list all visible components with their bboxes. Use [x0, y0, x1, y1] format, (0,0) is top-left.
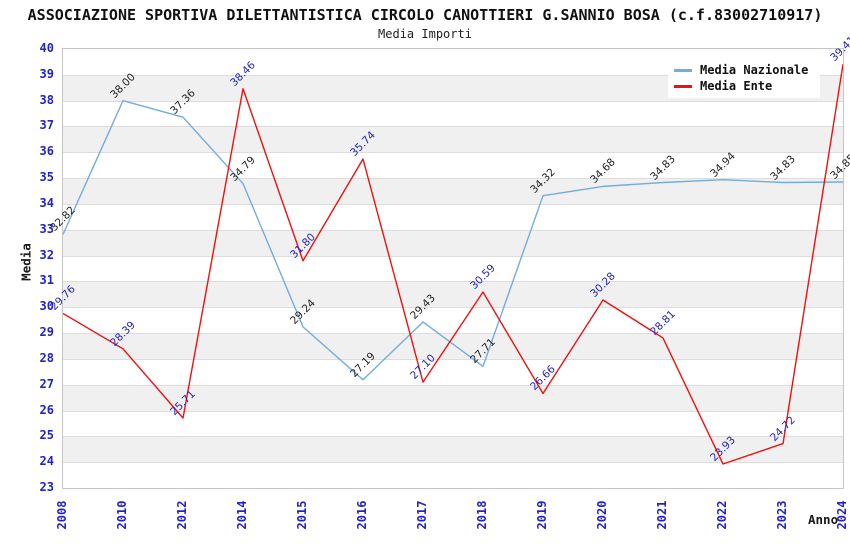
x-tick-label: 2021 — [655, 500, 669, 530]
y-tick-label: 30 — [39, 299, 54, 314]
gridline — [63, 152, 843, 154]
legend-item-label: Media Nazionale — [700, 63, 809, 77]
grid-band — [63, 203, 843, 230]
gridline — [63, 436, 843, 438]
series-line-media-ente — [63, 64, 843, 465]
gridline — [63, 100, 843, 102]
gridline — [63, 178, 843, 180]
y-tick-label: 29 — [39, 325, 54, 340]
gridline — [63, 255, 843, 257]
y-tick-label: 38 — [39, 92, 54, 107]
x-tick-label: 2015 — [295, 500, 309, 530]
x-tick-label: 2014 — [235, 500, 249, 530]
x-tick-label: 2022 — [715, 500, 729, 530]
series-line-media-nazionale — [63, 99, 843, 381]
x-tick-label: 2019 — [535, 500, 549, 530]
x-tick-label: 2012 — [175, 500, 189, 530]
grid-band — [63, 152, 843, 179]
grid-band — [63, 126, 843, 153]
x-axis-title: Anno — [808, 512, 839, 527]
y-tick-label: 32 — [39, 247, 54, 262]
gridline — [63, 203, 843, 205]
x-tick-label: 2020 — [595, 500, 609, 530]
series-lines — [63, 64, 843, 465]
grid-band — [63, 436, 843, 463]
gridline — [63, 410, 843, 412]
grid-band — [63, 281, 843, 308]
y-tick-label: 40 — [39, 41, 54, 55]
gridline — [63, 462, 843, 464]
x-tick-label: 2018 — [475, 500, 489, 530]
gridline — [63, 333, 843, 335]
grid-band — [63, 178, 843, 204]
legend-item-label: Media Ente — [700, 79, 773, 93]
y-tick-label: 25 — [39, 428, 54, 443]
y-tick-label: 35 — [39, 170, 54, 185]
plot-area: 32.82 38.00 37.36 34.79 29.24 27.19 29.43 27.71… — [48, 34, 850, 489]
gridline — [63, 126, 843, 128]
x-tick-label: 2016 — [355, 500, 369, 530]
y-tick-label: 34 — [39, 195, 54, 210]
x-tick-label: 2023 — [775, 500, 789, 530]
chart-title: ASSOCIAZIONE SPORTIVA DILETTANTISTICA CI… — [27, 6, 823, 24]
grid-band — [63, 384, 843, 411]
legend-line-swatch — [674, 68, 692, 72]
legend-item: Media Nazionale — [674, 62, 808, 78]
grid-band — [63, 307, 843, 334]
y-tick-label: 36 — [39, 144, 54, 159]
gridline — [63, 281, 843, 283]
gridline — [63, 307, 843, 309]
gridline — [63, 358, 843, 360]
y-tick-label: 23 — [39, 480, 54, 494]
y-tick-label: 28 — [39, 350, 54, 365]
gridline — [63, 384, 843, 386]
gridline — [63, 229, 843, 231]
y-tick-label: 37 — [39, 118, 54, 133]
y-tick-label: 27 — [39, 376, 54, 391]
grid-band — [63, 462, 843, 488]
y-tick-label: 24 — [39, 454, 54, 469]
grid-band — [63, 229, 843, 256]
x-tick-label: 2008 — [55, 500, 69, 530]
x-tick-label: 2024 — [835, 500, 849, 530]
y-tick-label: 39 — [39, 66, 54, 81]
grid-band — [63, 100, 843, 127]
grid-band — [63, 410, 843, 437]
legend: Media Nazionale Media Ente — [668, 58, 821, 98]
y-tick-label: 33 — [39, 221, 54, 236]
x-tick-label: 2017 — [415, 500, 429, 530]
legend-line-swatch — [674, 84, 692, 88]
legend-item: Media Ente — [674, 78, 808, 94]
y-tick-label: 31 — [39, 273, 54, 288]
gridline — [63, 74, 843, 76]
x-tick-label: 2010 — [115, 500, 129, 530]
chart-subtitle: Media Importi — [378, 27, 472, 41]
grid-band — [63, 255, 843, 282]
y-tick-label: 26 — [39, 402, 54, 417]
